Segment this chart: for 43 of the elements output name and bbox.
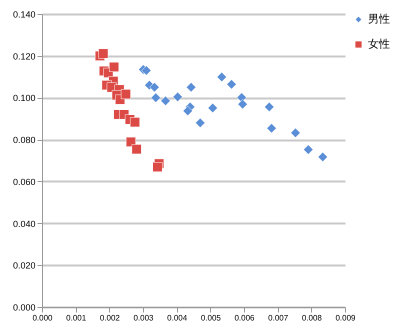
y-tick-label: 0.000 (12, 302, 36, 312)
y-tick-label: 0.080 (12, 135, 36, 146)
point (208, 102, 218, 113)
point (130, 117, 140, 128)
x-tick-label: 0.000 (32, 314, 54, 322)
y-tick-label: 0.040 (12, 218, 36, 229)
x-tick-label: 0.006 (234, 314, 256, 322)
x-tick-label: 0.003 (133, 314, 154, 322)
point (132, 144, 142, 154)
point (172, 92, 183, 102)
x-tick-label: 0.005 (200, 314, 222, 322)
point (98, 48, 108, 59)
point (160, 96, 171, 106)
x-tick-label: 0.007 (268, 314, 289, 322)
legend-label: 男性 (368, 14, 390, 26)
point (226, 79, 237, 90)
y-tick-label: 0.020 (12, 260, 36, 271)
point (264, 102, 274, 112)
point (149, 82, 160, 92)
legend-label: 女性 (368, 38, 390, 50)
y-tick-label: 0.100 (12, 93, 36, 104)
point (195, 118, 206, 128)
point (290, 128, 301, 138)
point (152, 162, 162, 172)
x-tick-label: 0.001 (66, 314, 87, 322)
point (182, 106, 193, 116)
y-tick-label: 0.060 (12, 176, 36, 187)
point (150, 92, 161, 103)
point (318, 152, 328, 162)
point (120, 89, 131, 100)
x-tick-label: 0.002 (100, 314, 120, 322)
point (109, 62, 120, 72)
point (266, 123, 277, 134)
x-tick-label: 0.004 (167, 314, 188, 322)
point (303, 144, 314, 155)
point (141, 66, 152, 76)
y-tick-label: 0.120 (12, 51, 36, 62)
x-tick-label: 0.009 (335, 314, 356, 322)
point (186, 82, 196, 92)
y-tick-label: 0.140 (12, 10, 36, 20)
point (216, 72, 227, 82)
x-tick-label: 0.008 (302, 314, 322, 322)
point (238, 99, 248, 110)
